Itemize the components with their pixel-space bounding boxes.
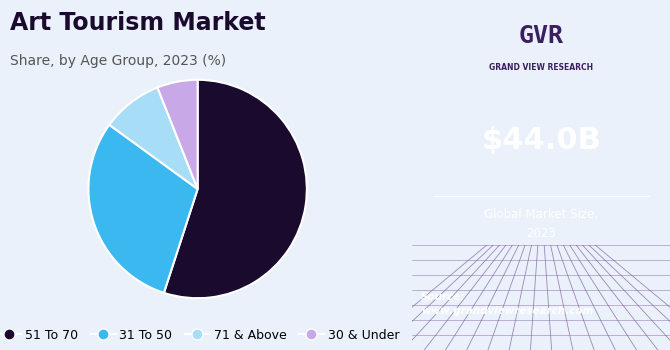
Text: Source:
www.grandviewresearch.com: Source: www.grandviewresearch.com bbox=[421, 293, 593, 316]
Text: GRAND VIEW RESEARCH: GRAND VIEW RESEARCH bbox=[489, 63, 593, 72]
Wedge shape bbox=[88, 125, 198, 293]
Text: Share, by Age Group, 2023 (%): Share, by Age Group, 2023 (%) bbox=[10, 54, 226, 68]
Wedge shape bbox=[164, 80, 307, 298]
Wedge shape bbox=[157, 80, 198, 189]
Text: Global Market Size,
2023: Global Market Size, 2023 bbox=[484, 208, 598, 240]
Text: GVR: GVR bbox=[519, 24, 563, 48]
Legend: 51 To 70, 31 To 50, 71 & Above, 30 & Under: 51 To 70, 31 To 50, 71 & Above, 30 & Und… bbox=[0, 323, 404, 346]
Wedge shape bbox=[109, 88, 198, 189]
Text: $44.0B: $44.0B bbox=[482, 126, 601, 154]
Text: Art Tourism Market: Art Tourism Market bbox=[10, 10, 266, 35]
